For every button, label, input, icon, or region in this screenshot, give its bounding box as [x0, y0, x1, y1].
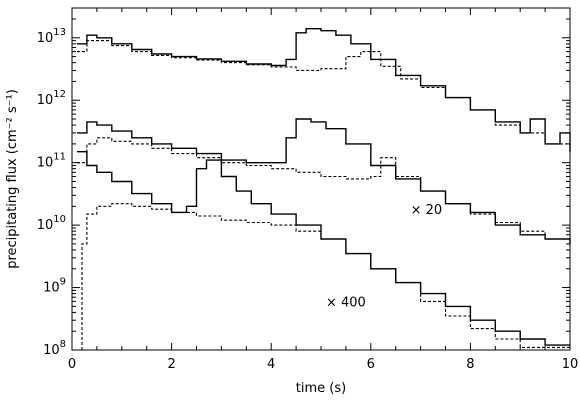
x-tick-label: 8 [466, 357, 474, 372]
y-tick-label: 109 [43, 277, 66, 296]
y-tick-label: 1013 [37, 27, 66, 46]
x-tick-label: 10 [562, 357, 579, 372]
plot-area: × 20 × 400 [77, 28, 571, 351]
y-axis-title: precipitating flux (cm⁻² s⁻¹) [5, 89, 20, 269]
plot-frame [71, 7, 571, 351]
series-line-1-solid [77, 28, 571, 152]
scale-annotation-1: × 20 [411, 203, 443, 218]
series-line-2-dashed [77, 40, 571, 152]
x-tick-label: 2 [167, 357, 175, 372]
x-tick-label: 6 [367, 357, 375, 372]
y-tick-label: 1012 [37, 89, 66, 108]
y-tick-label: 1011 [37, 152, 66, 171]
axes: 0 2 4 6 8 10 108 109 1010 1011 1012 1013 [37, 7, 579, 372]
scale-annotation-2: × 400 [326, 295, 366, 310]
y-tick-label: 1010 [37, 214, 66, 233]
y-tick-label: 108 [43, 339, 66, 358]
x-tick-label: 0 [68, 357, 76, 372]
series-line-5-solid [77, 151, 570, 346]
series-line-3-solid [77, 118, 571, 244]
labels: time (s) precipitating flux (cm⁻² s⁻¹) [5, 89, 346, 396]
x-axis-title: time (s) [296, 381, 346, 396]
x-tick-label: 4 [267, 357, 275, 372]
series-line-4-dashed [77, 137, 571, 244]
